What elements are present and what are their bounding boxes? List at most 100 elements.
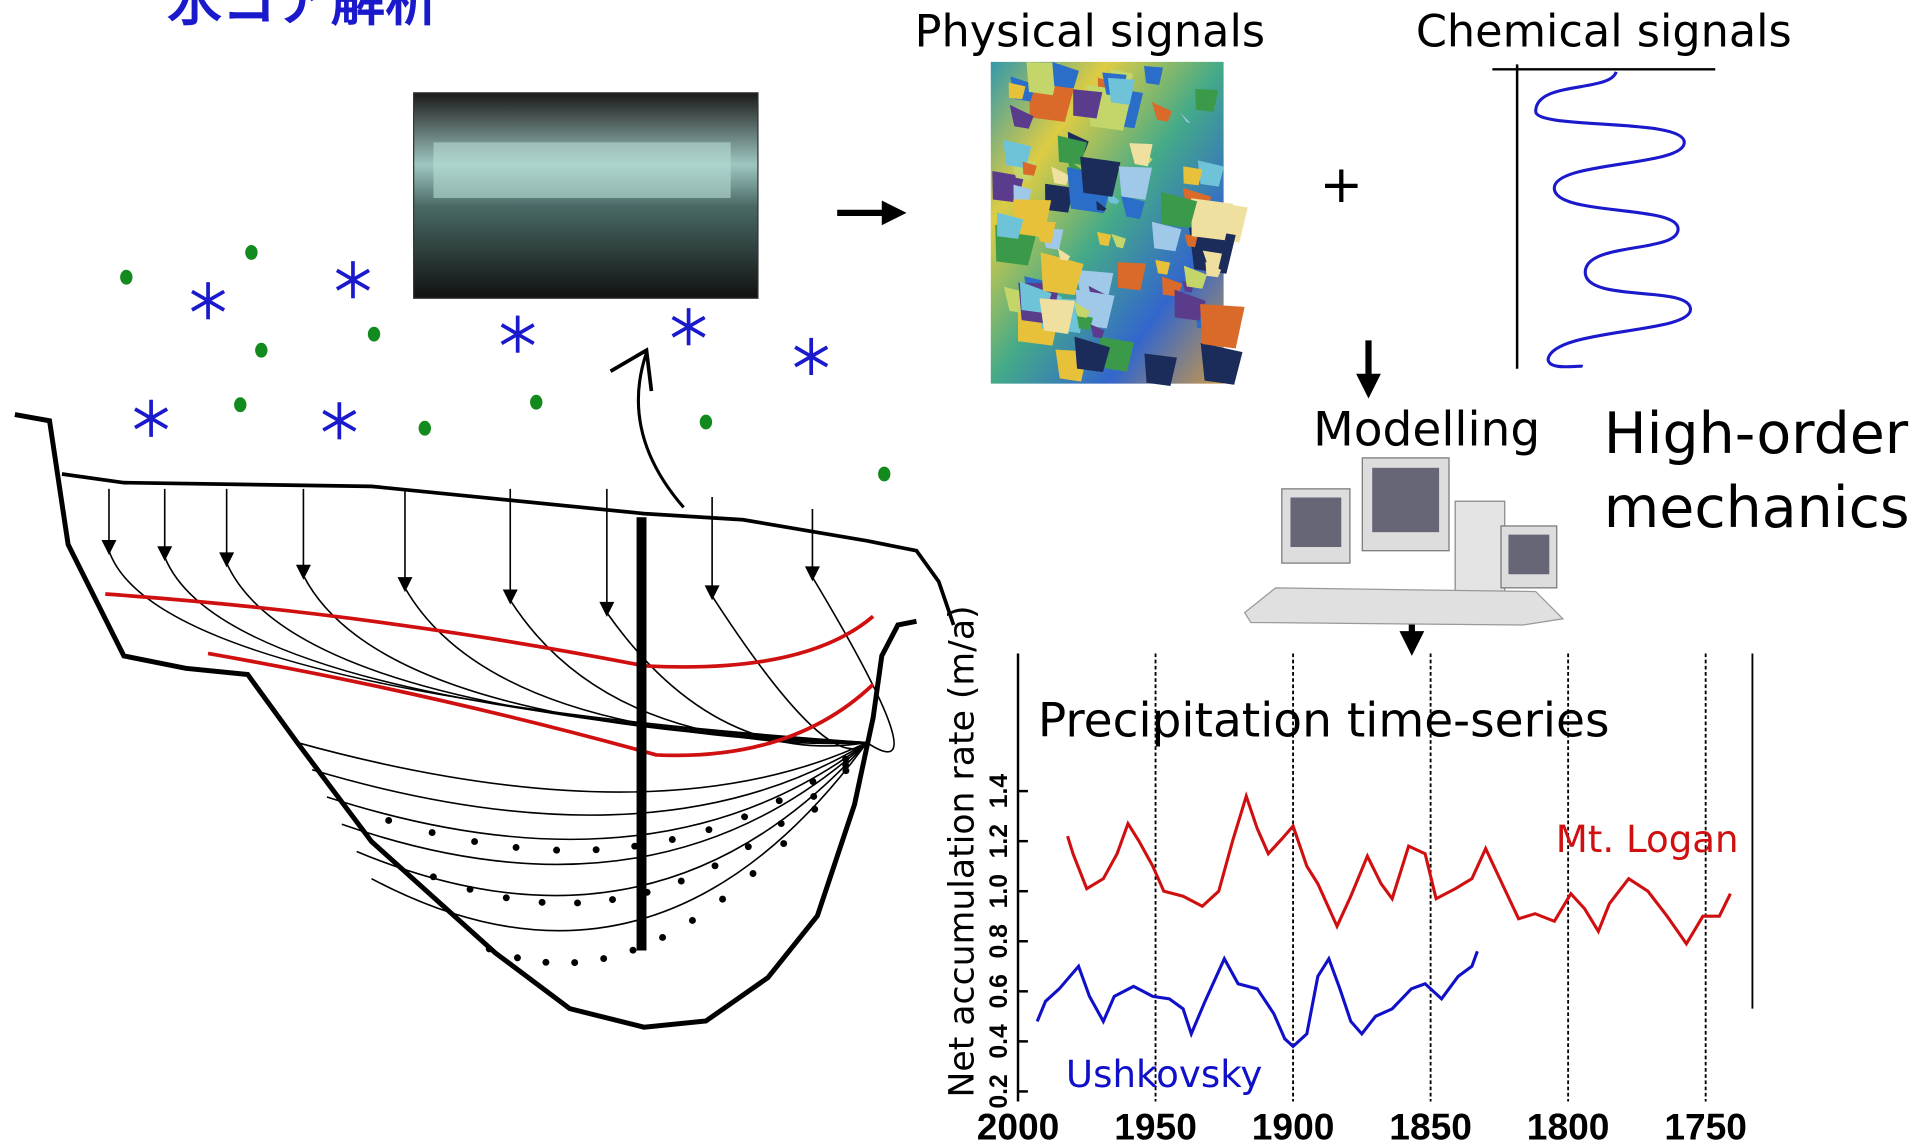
aerosol-dot (878, 467, 890, 482)
y-tick-label: 1.0 (986, 874, 1013, 908)
tower (1455, 501, 1505, 594)
flow-arrow (601, 603, 613, 615)
glacier-bed (15, 415, 917, 1028)
flow-arrow (504, 590, 516, 602)
aerosol-dot (120, 270, 132, 285)
plus: + (1319, 155, 1363, 215)
x-tick-label: 1950 (1114, 1106, 1197, 1146)
layer-dot (513, 844, 520, 851)
layer-dot (429, 829, 436, 836)
physical-label: Physical signals (915, 6, 1265, 58)
flow-arrow (159, 547, 171, 559)
screen (1290, 498, 1341, 548)
layer-dot (719, 896, 726, 903)
layer-dot (750, 870, 757, 877)
x-tick-label: 2000 (977, 1106, 1060, 1146)
flow-arrow (103, 541, 115, 553)
arrow-head (882, 200, 907, 225)
layer-dot (811, 806, 818, 813)
layer-dot (542, 959, 549, 966)
computers (1245, 458, 1563, 625)
aerosol-dot (255, 343, 267, 358)
arrow-head (1399, 631, 1424, 656)
layer-dot (705, 826, 712, 833)
layer-dot (574, 899, 581, 906)
flow-arrow (806, 567, 818, 579)
layer-dot (678, 878, 685, 885)
y-tick-label: 0.2 (986, 1074, 1013, 1108)
x-tick-label: 1750 (1664, 1106, 1747, 1146)
layer-dot (471, 838, 478, 845)
flow-arrow (399, 578, 411, 590)
accumulation-chart: 2000 1950 1900 1850 1800 1750 0.2 0.4 0.6 0.8 1.0 1… (943, 605, 1753, 1146)
layer-dot (503, 894, 510, 901)
grain (1200, 304, 1244, 348)
x-tick-label: 1900 (1252, 1106, 1335, 1146)
x-tick-label: 1800 (1527, 1106, 1610, 1146)
flow-line (297, 743, 867, 793)
screen (1372, 468, 1439, 532)
aerosol-dot (245, 245, 257, 260)
chart-title: Precipitation time-series (1038, 693, 1610, 748)
y-tick-label: 0.4 (986, 1024, 1013, 1059)
desk (1245, 588, 1563, 625)
layer-dot (842, 756, 849, 763)
core-sample (433, 142, 730, 198)
series-label: Mt. Logan (1556, 818, 1739, 861)
flow-line (510, 489, 867, 744)
x-tick-label: 1850 (1389, 1106, 1472, 1146)
aerosol-dot (234, 397, 246, 412)
layer-dot (780, 840, 787, 847)
flow-lines (103, 489, 894, 966)
flow-line (342, 743, 867, 865)
modelling-label: Modelling (1313, 403, 1540, 458)
screen (1508, 535, 1549, 575)
chemical-label: Chemical signals (1416, 6, 1792, 58)
grain (1201, 343, 1243, 385)
mechanics-line: mechanics (1604, 475, 1910, 541)
flow-line (357, 743, 867, 896)
y-axis-label: Net accumulation rate (m/a) (943, 605, 983, 1097)
layer-dot (467, 886, 474, 893)
layer-dot (609, 896, 616, 903)
layer-dot (539, 899, 546, 906)
layer-dot (385, 817, 392, 824)
layer-dot (571, 959, 578, 966)
layer-dot (630, 947, 637, 954)
layer-dot (689, 917, 696, 924)
y-tick-label: 1.2 (986, 824, 1013, 858)
layer-dot (430, 873, 437, 880)
layer-dot (593, 846, 600, 853)
layer-dot (712, 862, 719, 869)
page-title: 氷コア解析 (167, 0, 439, 33)
layer-dot (659, 934, 666, 941)
series-line (1037, 951, 1477, 1046)
mechanics-line: High-order (1604, 401, 1909, 467)
chemical-profile (1536, 72, 1691, 367)
y-tick-label: 0.8 (986, 924, 1013, 958)
aerosol-dot (419, 421, 431, 436)
flow-line (712, 497, 867, 749)
y-tick-label: 0.6 (986, 974, 1013, 1008)
flow-line (405, 489, 867, 743)
layer-dot (810, 793, 817, 800)
flow-line (109, 489, 867, 743)
slide: 氷コア解析 Physical signals + Chemical signal… (0, 0, 1932, 1146)
aerosol-dot (700, 415, 712, 430)
layer-dot (776, 797, 783, 804)
flow-arrow (297, 566, 309, 578)
arrow-head (1356, 374, 1381, 399)
glacier-diagram (15, 350, 954, 1027)
layer-dot (842, 767, 849, 774)
aerosol-dot (530, 395, 542, 410)
flow-arrow (220, 553, 232, 565)
layer-dot (741, 813, 748, 820)
layer-dot (600, 955, 607, 962)
series-label: Ushkovsky (1066, 1053, 1262, 1096)
layer-dot (778, 820, 785, 827)
aerosol-dot (368, 327, 380, 342)
flow-arrow (706, 586, 718, 598)
mechanics-label: High-order mechanics (1604, 401, 1910, 541)
layer-dot (514, 954, 521, 961)
curved-arrow (638, 353, 683, 508)
